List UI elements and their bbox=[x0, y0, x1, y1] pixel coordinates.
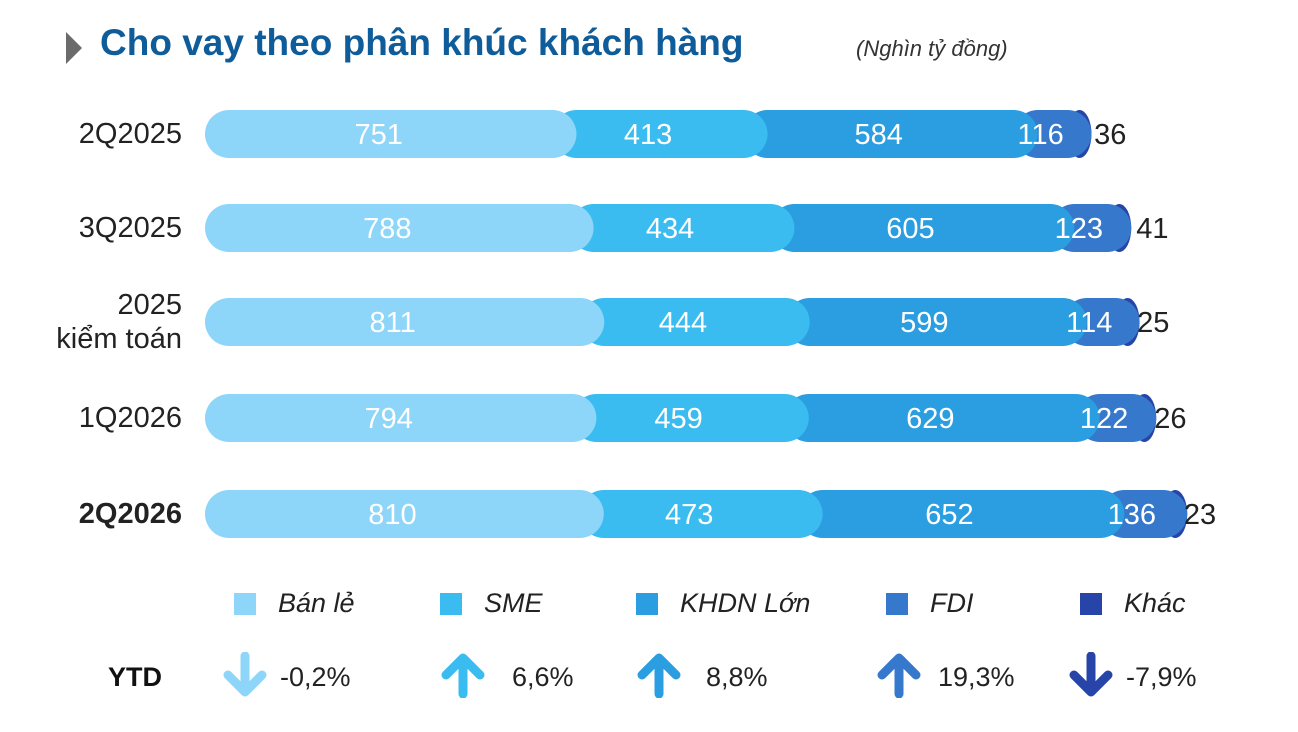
ytd-item-khac: -7,9% bbox=[1068, 652, 1238, 702]
legend-label: KHDN Lớn bbox=[680, 588, 811, 618]
bar-khdn-lon-1 bbox=[743, 110, 1038, 158]
legend-label: Bán lẻ bbox=[278, 588, 355, 618]
category-label-1: 2Q2025 bbox=[0, 117, 182, 151]
arrow-up-icon bbox=[877, 653, 921, 698]
bar-khdn-lon-2 bbox=[770, 204, 1075, 252]
data-label-ban-le-4: 794 bbox=[364, 403, 412, 435]
data-label-khdn-lon-2: 605 bbox=[886, 213, 934, 245]
category-label-3: 2025 kiểm toán bbox=[0, 288, 182, 356]
data-label-sme-2: 434 bbox=[646, 213, 694, 245]
ytd-value: 19,3% bbox=[938, 662, 1015, 692]
data-label-khdn-lon-3: 599 bbox=[900, 307, 948, 339]
data-label-khac-1: 36 bbox=[1094, 119, 1126, 151]
category-label-4: 1Q2026 bbox=[0, 401, 182, 435]
legend-swatch bbox=[886, 593, 908, 615]
arrow-down-icon bbox=[1069, 652, 1113, 697]
ytd-value: 6,6% bbox=[512, 662, 574, 692]
category-label-line: 1Q2026 bbox=[78, 402, 182, 434]
data-label-fdi-2: 123 bbox=[1055, 213, 1103, 245]
category-label-line: 2Q2026 bbox=[78, 498, 182, 530]
data-label-sme-1: 413 bbox=[624, 119, 672, 151]
data-label-sme-3: 444 bbox=[659, 307, 707, 339]
data-label-ban-le-1: 751 bbox=[355, 119, 403, 151]
bar-khdn-lon-4 bbox=[784, 394, 1100, 442]
bar-ban-le-3 bbox=[205, 298, 605, 346]
data-label-khac-3: 25 bbox=[1137, 307, 1169, 339]
ytd-item-khdn-lon: 8,8% bbox=[636, 652, 806, 702]
category-label-line: kiểm toán bbox=[56, 323, 182, 355]
category-label-5: 2Q2026 bbox=[0, 497, 182, 531]
bar-sme-4 bbox=[572, 394, 809, 442]
bar-ban-le-4 bbox=[205, 394, 597, 442]
bar-sme-1 bbox=[552, 110, 768, 158]
bar-ban-le-2 bbox=[205, 204, 594, 252]
ytd-value: -7,9% bbox=[1126, 662, 1197, 692]
data-label-khdn-lon-1: 584 bbox=[854, 119, 902, 151]
data-label-khac-5: 23 bbox=[1184, 499, 1216, 531]
data-label-khdn-lon-4: 629 bbox=[906, 403, 954, 435]
data-label-ban-le-2: 788 bbox=[363, 213, 411, 245]
chart-title: Cho vay theo phân khúc khách hàng bbox=[100, 22, 744, 63]
data-label-khac-4: 26 bbox=[1154, 403, 1186, 435]
bar-fdi-5 bbox=[1100, 490, 1188, 538]
category-label-2: 3Q2025 bbox=[0, 211, 182, 245]
title-row: Cho vay theo phân khúc khách hàng (Nghìn… bbox=[60, 18, 1260, 78]
data-label-fdi-1: 116 bbox=[1018, 119, 1064, 151]
ytd-label: YTD bbox=[108, 662, 162, 692]
ytd-value: -0,2% bbox=[280, 662, 351, 692]
arrow-up-icon bbox=[441, 653, 485, 698]
ytd-item-fdi: 19,3% bbox=[876, 652, 1046, 702]
bar-sme-3 bbox=[580, 298, 810, 346]
bar-khdn-lon-3 bbox=[785, 298, 1087, 346]
ytd-item-ban-le: -0,2% bbox=[222, 652, 392, 702]
bar-khdn-lon-5 bbox=[798, 490, 1125, 538]
chart-subtitle: (Nghìn tỷ đồng) bbox=[856, 36, 1008, 61]
bar-ban-le-1 bbox=[205, 110, 577, 158]
ytd-value: 8,8% bbox=[706, 662, 768, 692]
data-label-khac-2: 41 bbox=[1136, 213, 1168, 245]
category-label-line: 2Q2025 bbox=[78, 118, 182, 150]
data-label-fdi-4: 122 bbox=[1080, 403, 1128, 435]
data-label-sme-5: 473 bbox=[665, 499, 713, 531]
legend-swatch bbox=[636, 593, 658, 615]
legend-label: Khác bbox=[1124, 588, 1186, 618]
arrow-up-icon bbox=[637, 653, 681, 698]
legend-label: SME bbox=[484, 588, 543, 618]
bar-sme-5 bbox=[579, 490, 823, 538]
data-label-ban-le-5: 810 bbox=[368, 499, 416, 531]
bar-sme-2 bbox=[569, 204, 795, 252]
bar-ban-le-5 bbox=[205, 490, 604, 538]
legend-swatch bbox=[1080, 593, 1102, 615]
data-label-khdn-lon-5: 652 bbox=[925, 499, 973, 531]
legend-swatch bbox=[234, 593, 256, 615]
legend-label: FDI bbox=[930, 588, 974, 618]
data-label-sme-4: 459 bbox=[654, 403, 702, 435]
data-label-fdi-5: 136 bbox=[1108, 499, 1156, 531]
ytd-item-sme: 6,6% bbox=[440, 652, 610, 702]
legend-swatch bbox=[440, 593, 462, 615]
data-label-ban-le-3: 811 bbox=[370, 307, 416, 339]
category-label-line: 3Q2025 bbox=[78, 212, 182, 244]
category-label-line: 2025 bbox=[117, 289, 182, 321]
arrow-down-icon bbox=[223, 652, 267, 697]
data-label-fdi-3: 114 bbox=[1066, 307, 1112, 339]
title-chevron-icon bbox=[66, 32, 82, 64]
